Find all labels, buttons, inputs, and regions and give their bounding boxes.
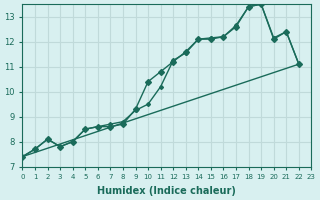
X-axis label: Humidex (Indice chaleur): Humidex (Indice chaleur) xyxy=(98,186,236,196)
